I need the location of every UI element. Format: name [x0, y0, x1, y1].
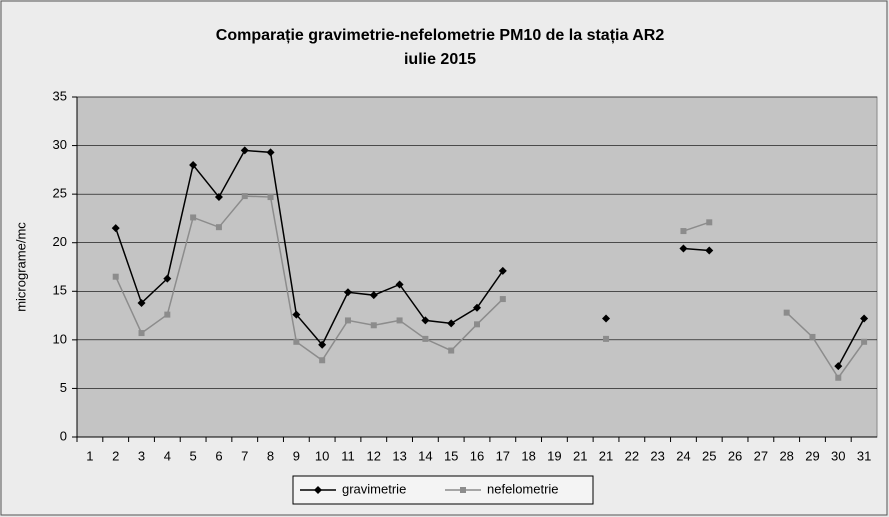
y-tick-label: 0 [60, 428, 67, 443]
x-tick-label: 19 [547, 448, 561, 463]
marker [473, 303, 481, 312]
marker [705, 246, 714, 255]
chart-subtitle: iulie 2015 [404, 51, 476, 68]
marker [240, 146, 249, 155]
marker [319, 357, 326, 364]
marker [266, 148, 275, 157]
x-tick-label: 18 [521, 448, 535, 463]
y-tick-label: 5 [60, 380, 67, 395]
marker [189, 161, 198, 169]
x-tick-label: 16 [470, 448, 484, 463]
marker [267, 194, 274, 201]
marker [835, 374, 842, 381]
x-tick-label: 17 [496, 448, 510, 463]
marker [783, 309, 790, 316]
plot-area [76, 96, 878, 438]
x-tick-label: 1 [86, 448, 93, 463]
x-tick-label: 8 [267, 448, 274, 463]
line [786, 312, 865, 380]
x-tick-label: 29 [805, 448, 819, 463]
x-tick-label: 25 [702, 448, 716, 463]
x-tick-label: 11 [341, 448, 355, 463]
marker [190, 214, 197, 221]
x-tick-label: 27 [754, 448, 768, 463]
marker [111, 224, 120, 233]
x-tick-label: 7 [241, 448, 248, 463]
marker [344, 317, 351, 324]
marker [369, 291, 378, 300]
x-tick-label: 24 [676, 448, 690, 463]
marker [679, 244, 688, 253]
marker [422, 335, 429, 342]
line [115, 195, 504, 362]
marker [498, 266, 507, 275]
marker [343, 288, 352, 297]
y-tick-label: 15 [53, 283, 67, 298]
line [837, 318, 865, 367]
marker [395, 280, 404, 289]
x-tick-label: 23 [650, 448, 664, 463]
marker [164, 311, 171, 318]
marker [241, 193, 248, 200]
x-tick-label: 31 [857, 448, 871, 463]
marker [370, 322, 377, 329]
legend-box [292, 475, 594, 505]
x-tick-label: 2 [112, 448, 119, 463]
marker [448, 347, 455, 354]
chart-title: Comparație gravimetrie-nefelometrie PM10… [216, 27, 665, 44]
x-tick-label: 15 [444, 448, 458, 463]
marker [499, 296, 506, 303]
marker [314, 486, 322, 494]
x-tick-label: 28 [779, 448, 793, 463]
marker [421, 316, 430, 325]
x-tick-label: 21 [599, 448, 613, 463]
marker [112, 273, 119, 280]
marker [834, 362, 843, 371]
marker [163, 274, 172, 283]
marker [137, 298, 146, 307]
x-tick-label: 4 [164, 448, 171, 463]
x-tick-label: 12 [367, 448, 381, 463]
marker [460, 487, 466, 493]
marker [396, 317, 403, 324]
y-tick-label: 20 [53, 234, 67, 249]
y-tick-label: 30 [53, 137, 67, 152]
marker [602, 314, 611, 323]
marker [318, 340, 327, 349]
marker [809, 333, 816, 340]
line [683, 247, 710, 252]
y-axis-label: micrograme/mc [13, 222, 28, 312]
x-tick-label: 5 [190, 448, 197, 463]
marker [474, 321, 480, 328]
legend-label: nefelometrie [487, 481, 559, 496]
y-tick-label: 25 [53, 186, 67, 201]
x-tick-label: 14 [418, 448, 432, 463]
marker [447, 319, 456, 328]
x-tick-label: 9 [293, 448, 300, 463]
marker [215, 224, 222, 231]
marker [860, 314, 869, 323]
line [115, 149, 504, 347]
x-tick-label: 22 [625, 448, 639, 463]
y-tick-label: 10 [53, 331, 67, 346]
x-tick-label: 30 [831, 448, 845, 463]
x-tick-label: 3 [138, 448, 145, 463]
marker [138, 330, 145, 337]
y-tick-label: 35 [53, 88, 67, 103]
x-tick-label: 26 [728, 448, 742, 463]
legend-label: gravimetrie [342, 481, 406, 496]
x-tick-label: 13 [392, 448, 406, 463]
x-tick-label: 10 [315, 448, 329, 463]
x-tick-label: 6 [215, 448, 222, 463]
marker [861, 338, 868, 345]
x-tick-label: 21 [573, 448, 587, 463]
marker [680, 228, 687, 235]
marker [293, 338, 300, 345]
line [683, 221, 710, 232]
marker [214, 193, 223, 202]
marker [706, 219, 713, 226]
marker [603, 335, 610, 342]
marker [292, 310, 301, 319]
